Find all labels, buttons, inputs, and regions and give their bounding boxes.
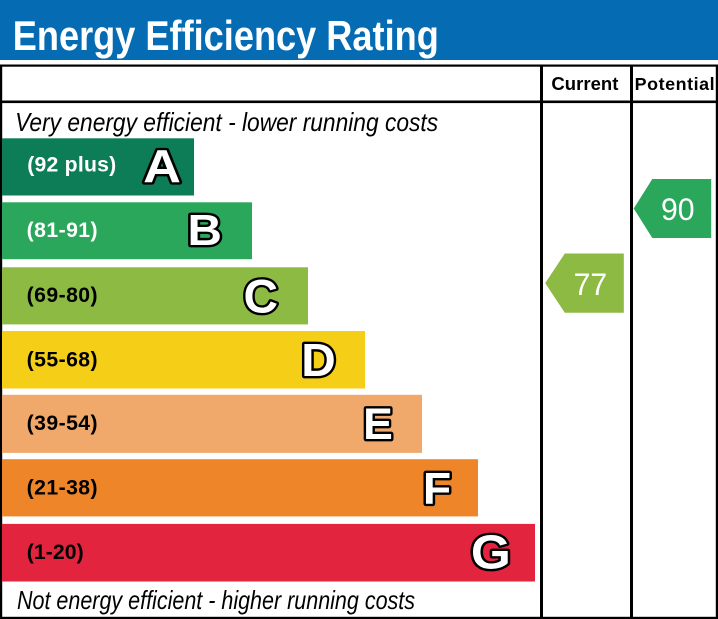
svg-text:(21-38): (21-38) — [27, 476, 98, 499]
svg-text:(92 plus): (92 plus) — [27, 154, 116, 177]
svg-text:D: D — [301, 334, 336, 386]
svg-text:G: G — [471, 527, 511, 580]
svg-text:Current: Current — [551, 73, 618, 94]
svg-text:77: 77 — [574, 267, 608, 302]
svg-text:Not energy efficient - higher: Not energy efficient - higher running co… — [17, 587, 415, 615]
svg-text:Very energy efficient - lower: Very energy efficient - lower running co… — [15, 109, 438, 137]
svg-text:(69-80): (69-80) — [27, 284, 98, 307]
svg-text:F: F — [423, 465, 451, 514]
svg-text:(55-68): (55-68) — [27, 348, 98, 371]
svg-text:C: C — [244, 270, 279, 323]
svg-text:B: B — [188, 206, 222, 255]
svg-text:(81-91): (81-91) — [27, 219, 98, 242]
svg-text:E: E — [363, 400, 393, 449]
svg-text:Potential: Potential — [635, 74, 715, 94]
svg-text:Energy Efficiency Rating: Energy Efficiency Rating — [13, 12, 439, 59]
svg-text:90: 90 — [661, 191, 695, 227]
svg-text:(39-54): (39-54) — [27, 412, 98, 435]
svg-text:(1-20): (1-20) — [27, 541, 84, 564]
svg-text:A: A — [143, 140, 181, 192]
